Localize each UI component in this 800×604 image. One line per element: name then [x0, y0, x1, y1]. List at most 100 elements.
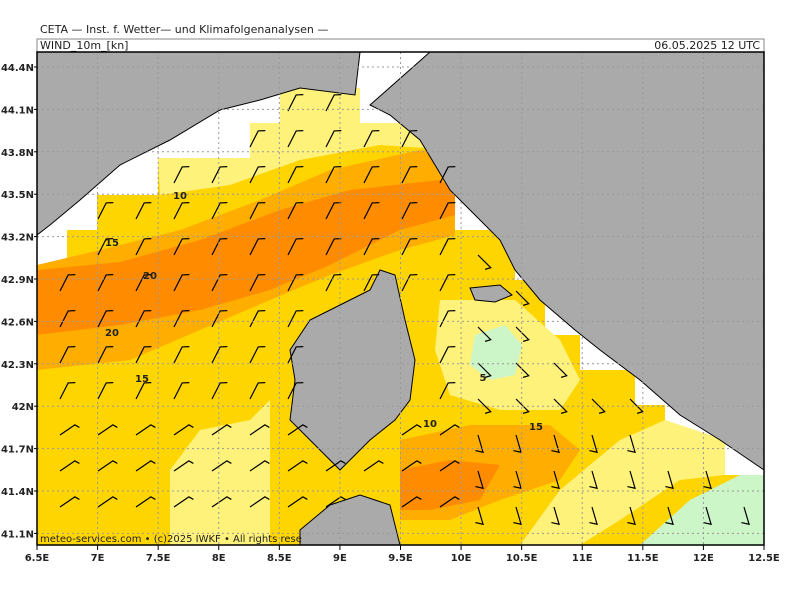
- wind-barb: [287, 424, 308, 436]
- wind-barb: [287, 93, 304, 112]
- lat-label: 43.2N: [1, 233, 34, 244]
- wind-barb: [401, 496, 422, 508]
- header: CETA — Inst. f. Wetter— und Klimafolgena…: [40, 23, 328, 36]
- credit: meteo-services.com • (c)2025 IWKF • All …: [40, 534, 302, 545]
- lat-label: 42N: [12, 402, 34, 413]
- wind-barb: [287, 381, 304, 400]
- wind-barb: [249, 424, 270, 436]
- wind-barb: [135, 345, 152, 364]
- wind-barb: [97, 496, 118, 508]
- wind-barb: [325, 201, 342, 220]
- wind-barb: [173, 309, 190, 328]
- wind-barb: [249, 201, 266, 220]
- wind-barb: [135, 201, 152, 220]
- calm-area: [640, 475, 764, 545]
- wind-barb: [211, 237, 228, 256]
- wind-barb: [59, 460, 80, 472]
- wind-barb: [401, 460, 422, 472]
- wind-barb: [325, 93, 342, 112]
- wind-barb: [287, 201, 304, 220]
- wind-barb: [97, 424, 118, 436]
- lon-label: 12E: [693, 553, 714, 564]
- wind-barb: [173, 237, 190, 256]
- wind-barb: [591, 398, 606, 414]
- wind-barb: [287, 496, 308, 508]
- wind-barb: [325, 237, 342, 256]
- wind-barb: [249, 273, 266, 292]
- contour-labels: 10 15 20 20 15 5 10 15: [105, 191, 543, 433]
- lat-label: 42.9N: [1, 275, 34, 286]
- wind-barb: [249, 345, 266, 364]
- lon-label: 11.5E: [627, 553, 659, 564]
- contour-label: 15: [105, 238, 119, 249]
- wind-barb: [551, 434, 560, 454]
- wind-barb: [249, 237, 266, 256]
- calm-area: [470, 325, 522, 380]
- wind-barb: [477, 398, 492, 414]
- valid-time: 06.05.2025 12 UTC: [654, 39, 760, 52]
- lat-label: 43.8N: [1, 148, 34, 159]
- wind-barb: [363, 165, 380, 184]
- contour-label: 20: [105, 328, 119, 339]
- wind-barb: [439, 201, 456, 220]
- wind-barb: [401, 237, 418, 256]
- lon-label: 9.5E: [388, 553, 413, 564]
- graticule: [37, 52, 764, 545]
- contour-label: 5: [480, 373, 487, 384]
- wind-barb: [287, 460, 308, 472]
- wind-barb: [515, 290, 530, 306]
- wind-barb: [287, 129, 304, 148]
- lon-label: 8.5E: [267, 553, 292, 564]
- wind-barb: [97, 381, 114, 400]
- wind-barb: [439, 237, 456, 256]
- lat-label: 44.4N: [1, 63, 34, 74]
- map-title: WIND_10m_[kn]: [40, 39, 128, 52]
- wind-barb: [477, 254, 492, 270]
- wind-barb: [173, 201, 190, 220]
- wind-barb: [589, 434, 598, 454]
- wind-barb: [211, 345, 228, 364]
- wind-barb: [513, 470, 522, 490]
- wind-barbs: [59, 93, 750, 526]
- wind-barb: [59, 345, 76, 364]
- lon-label: 11E: [572, 553, 593, 564]
- wind-barb: [363, 201, 380, 220]
- wind-barb: [513, 434, 522, 454]
- wind-barb: [439, 345, 456, 364]
- light-band: [170, 400, 270, 545]
- land: [37, 52, 764, 545]
- wind-barb: [287, 165, 304, 184]
- dark-orange-band: [400, 460, 500, 510]
- wind-barb: [173, 460, 194, 472]
- lon-label: 7E: [91, 553, 105, 564]
- wind-barb: [363, 237, 380, 256]
- wind-barb: [135, 424, 156, 436]
- wind-barb: [211, 165, 228, 184]
- wind-barb: [173, 496, 194, 508]
- light-band: [158, 88, 455, 195]
- wind-barb: [665, 506, 674, 526]
- wind-barb: [249, 381, 266, 400]
- wind-barb: [97, 237, 114, 256]
- wind-barb: [363, 129, 380, 148]
- wind-barb: [741, 506, 750, 526]
- wind-barb: [211, 424, 232, 436]
- wind-barb: [249, 165, 266, 184]
- contour-label: 20: [143, 271, 157, 282]
- wind-barb: [173, 345, 190, 364]
- wind-barb: [287, 309, 304, 328]
- wind-barb: [401, 165, 418, 184]
- lat-label: 43.5N: [1, 190, 34, 201]
- wind-barb: [211, 496, 232, 508]
- wind-barb: [401, 273, 418, 292]
- wind-barb: [401, 424, 422, 436]
- wind-barb: [439, 424, 460, 436]
- wind-barb: [439, 460, 460, 472]
- wind-barb: [287, 237, 304, 256]
- map-layers: 10 15 20 20 15 5 10 15 meteo-services.com • (c)…: [37, 52, 764, 545]
- wind-barb: [97, 460, 118, 472]
- lon-label: 10.5E: [506, 553, 538, 564]
- wind-barb: [513, 506, 522, 526]
- lon-label: 8E: [212, 553, 226, 564]
